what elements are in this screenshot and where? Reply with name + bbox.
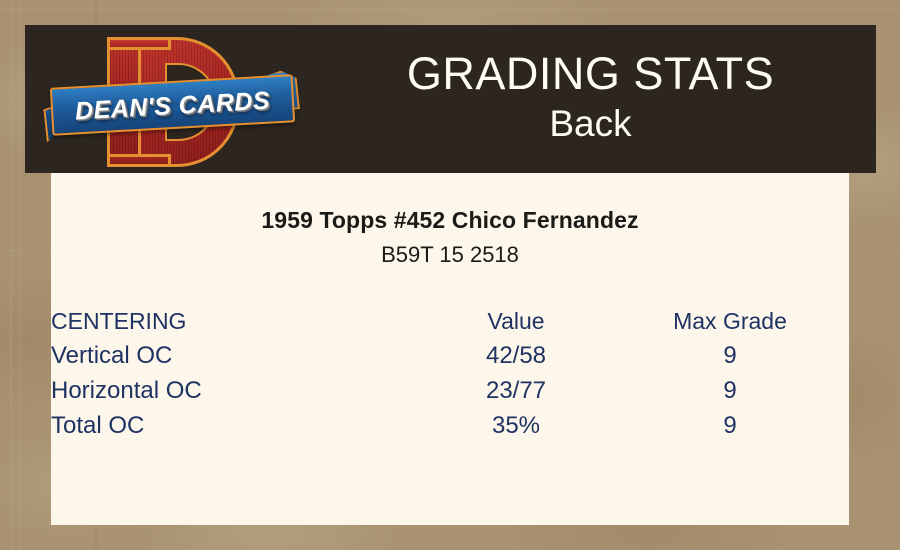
header-title-group: GRADING STATS Back	[305, 25, 876, 173]
row-value-horizontal-oc: 23/77	[485, 377, 547, 404]
column-header-max-grade: Max Grade	[673, 308, 787, 334]
row-label-vertical-oc: Vertical OC	[51, 342, 173, 369]
grading-stats-table: CENTERING Value Max Grade Vertical OC 42…	[51, 304, 849, 443]
page-subtitle: Back	[549, 102, 632, 144]
row-value-total-oc: 35%	[491, 412, 541, 439]
row-max-grade-horizontal-oc: 9	[723, 377, 737, 404]
table-header-row: CENTERING Value Max Grade	[51, 304, 849, 338]
row-label-horizontal-oc: Horizontal OC	[51, 377, 202, 404]
row-max-grade-total-oc: 9	[723, 412, 737, 439]
header-bar: DEAN'S CARDS GRADING STATS Back	[25, 25, 876, 173]
logo-wordmark: DEAN'S CARDS	[74, 86, 271, 125]
table-row: Total OC 35% 9	[51, 408, 849, 443]
row-value-vertical-oc: 42/58	[485, 342, 547, 369]
page-title: GRADING STATS	[406, 48, 775, 100]
column-header-value: Value	[487, 308, 545, 334]
table-row: Vertical OC 42/58 9	[51, 338, 849, 373]
row-label-total-oc: Total OC	[51, 412, 145, 439]
card-code: B59T 15 2518	[381, 242, 519, 267]
logo-ribbon-banner: DEAN'S CARDS	[45, 77, 300, 135]
deans-cards-logo[interactable]: DEAN'S CARDS	[45, 33, 300, 168]
content-panel: 1959 Topps #452 Chico Fernandez B59T 15 …	[51, 173, 849, 525]
row-max-grade-vertical-oc: 9	[723, 342, 737, 369]
card-title: 1959 Topps #452 Chico Fernandez	[261, 207, 639, 233]
table-section-header-centering: CENTERING	[51, 308, 187, 334]
table-row: Horizontal OC 23/77 9	[51, 373, 849, 408]
